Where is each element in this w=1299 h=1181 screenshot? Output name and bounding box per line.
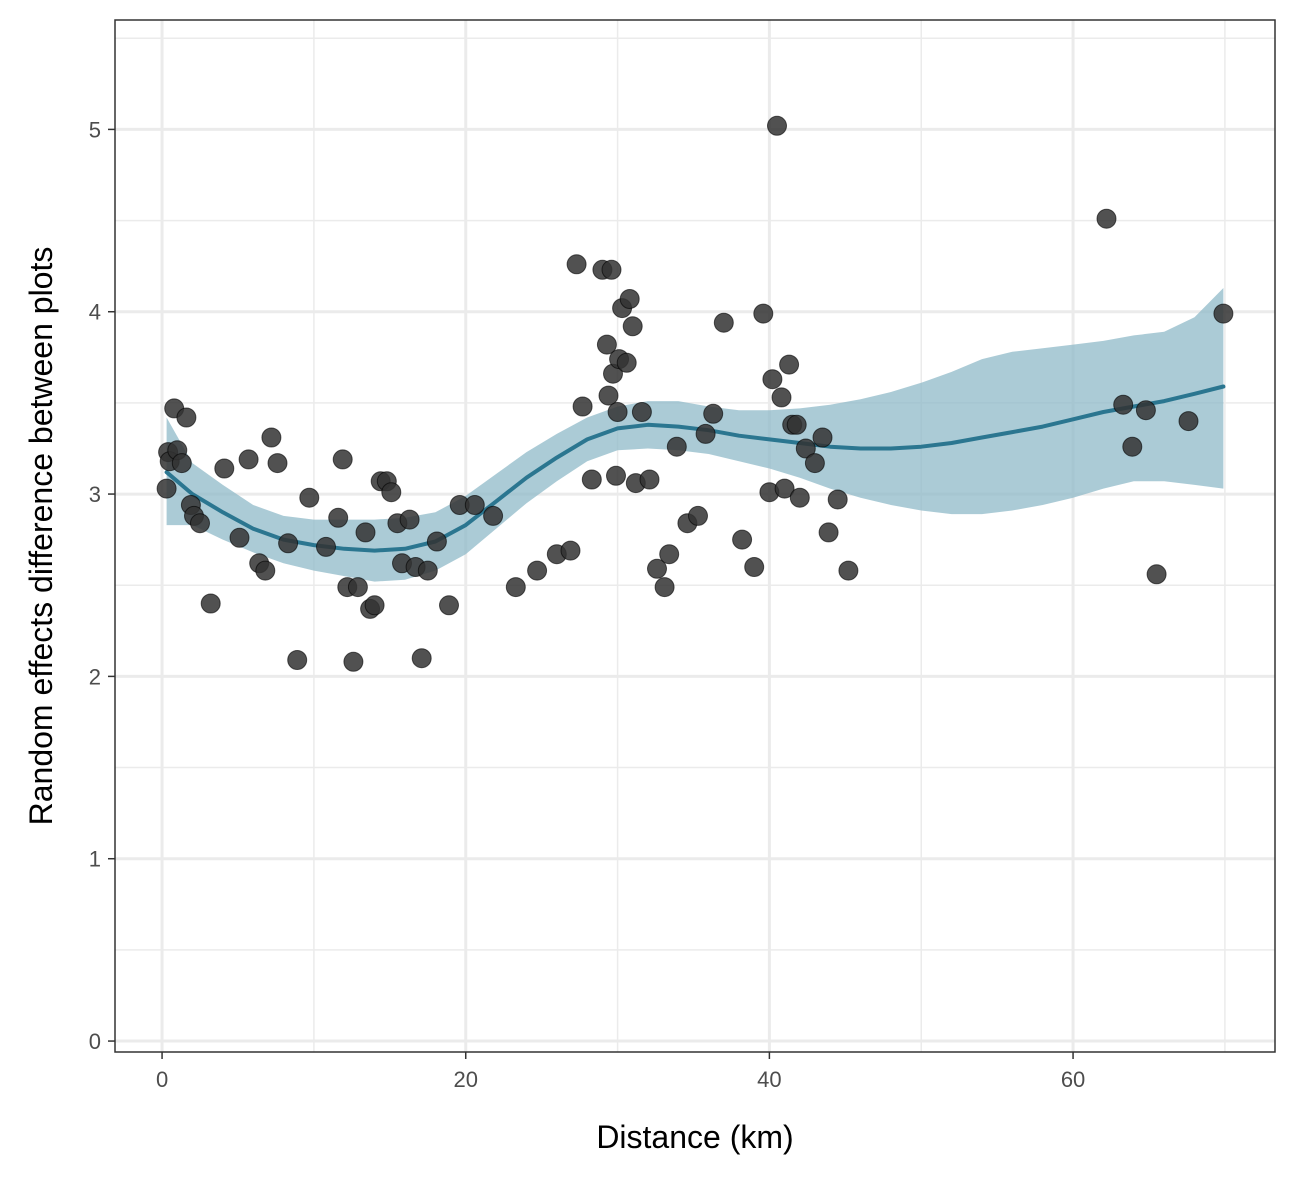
x-tick-label: 40	[757, 1067, 781, 1092]
data-point	[229, 527, 250, 548]
axes: 0 20 40 60 0 1 2 3 4 5	[89, 117, 1086, 1092]
data-point	[572, 396, 593, 417]
data-point	[1135, 400, 1156, 421]
data-point	[439, 595, 459, 616]
data-point	[560, 540, 581, 561]
data-point	[238, 449, 259, 470]
data-point	[343, 651, 364, 672]
data-point	[1122, 436, 1143, 457]
y-tick-label: 1	[89, 847, 101, 872]
data-point	[200, 593, 221, 614]
confidence-band-layer	[166, 288, 1224, 582]
data-point	[355, 522, 376, 543]
x-axis-title: Distance (km)	[596, 1119, 793, 1155]
data-point	[417, 560, 438, 581]
data-point	[639, 469, 660, 490]
data-point	[789, 487, 810, 508]
y-tick-label: 3	[89, 482, 101, 507]
data-point	[505, 577, 526, 598]
y-tick-label: 4	[89, 300, 101, 325]
data-point	[659, 544, 680, 565]
data-point	[779, 354, 800, 375]
data-point	[713, 312, 734, 333]
data-point	[411, 648, 432, 669]
panel-border	[114, 19, 1276, 1053]
data-point	[795, 438, 816, 459]
data-point	[818, 522, 839, 543]
data-point	[598, 385, 619, 406]
data-point	[1178, 411, 1199, 432]
data-point	[581, 469, 602, 490]
y-tick-label: 2	[89, 664, 101, 689]
data-point	[1146, 564, 1167, 585]
data-point	[464, 495, 485, 515]
data-point	[364, 595, 385, 616]
data-point	[347, 577, 368, 598]
data-point	[381, 482, 402, 503]
data-point	[601, 259, 622, 280]
data-point	[1096, 208, 1117, 229]
data-point	[1113, 394, 1134, 415]
data-point	[812, 427, 833, 448]
data-point	[596, 334, 617, 355]
data-point	[838, 560, 859, 581]
y-axis-title: Random effects difference between plots	[23, 247, 59, 826]
data-point	[606, 465, 626, 486]
data-point	[786, 414, 807, 435]
data-point	[1213, 303, 1234, 324]
x-tick-label: 60	[1061, 1067, 1085, 1092]
data-point	[299, 487, 320, 508]
confidence-band	[166, 288, 1224, 582]
data-point	[666, 436, 687, 457]
data-point	[171, 453, 192, 474]
y-tick-label: 0	[89, 1029, 101, 1054]
data-points	[156, 115, 1234, 672]
data-point	[695, 423, 716, 444]
data-point	[622, 316, 643, 337]
data-point	[566, 254, 587, 275]
data-point	[753, 303, 774, 324]
data-point	[767, 115, 787, 136]
data-point	[261, 427, 282, 448]
data-point	[214, 458, 235, 479]
data-point	[287, 650, 308, 670]
data-point	[332, 449, 353, 470]
data-point	[255, 560, 276, 581]
smooth-line	[164, 384, 1226, 553]
data-point	[527, 560, 548, 581]
data-point	[688, 505, 708, 526]
x-tick-label: 20	[453, 1067, 477, 1092]
data-point	[316, 536, 336, 557]
y-tick-label: 5	[89, 117, 101, 142]
data-point	[190, 513, 210, 534]
data-point	[278, 533, 299, 554]
x-tick-label: 0	[156, 1067, 168, 1092]
data-point	[483, 505, 504, 526]
data-point	[654, 577, 675, 598]
data-point	[771, 387, 792, 408]
data-point	[774, 478, 795, 499]
data-point	[804, 453, 825, 474]
data-point	[762, 369, 783, 390]
data-point	[631, 402, 652, 422]
data-point	[426, 531, 447, 552]
data-point	[703, 403, 724, 424]
data-point	[156, 478, 177, 499]
data-point	[607, 402, 628, 422]
data-point	[616, 352, 637, 373]
data-point	[176, 407, 197, 428]
smooth-line-layer	[164, 384, 1226, 553]
data-point	[267, 453, 288, 474]
data-point	[732, 529, 753, 550]
data-point	[827, 489, 848, 510]
data-point	[619, 289, 640, 309]
data-point	[399, 509, 420, 530]
grid	[115, 20, 1275, 1052]
data-point	[744, 557, 765, 577]
data-point	[647, 558, 667, 579]
data-point	[328, 507, 349, 528]
